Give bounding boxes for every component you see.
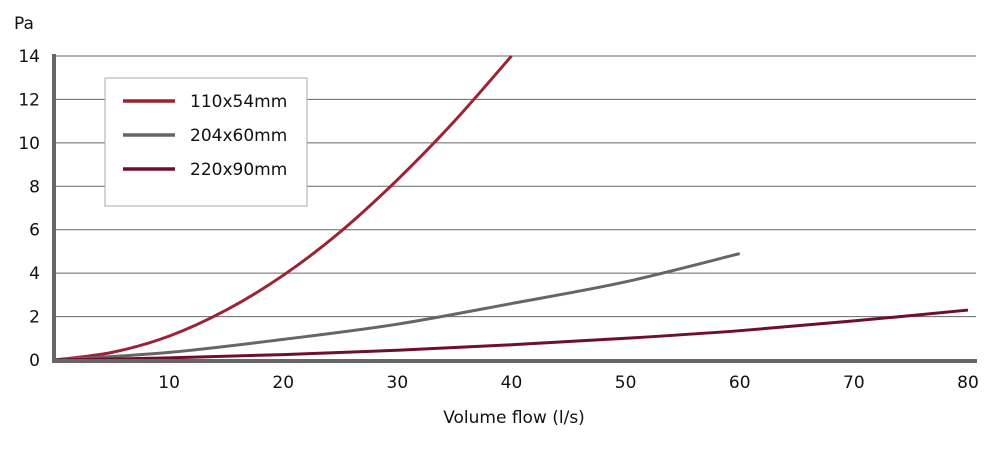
legend: 110x54mm 204x60mm 220x90mm bbox=[104, 77, 308, 207]
x-axis-label: Volume flow (l/s) bbox=[443, 408, 585, 428]
legend-label: 220x90mm bbox=[190, 160, 287, 180]
legend-label: 110x54mm bbox=[190, 92, 287, 112]
x-tick: 60 bbox=[729, 373, 751, 393]
y-tick: 2 bbox=[29, 308, 40, 328]
series-line-110x54mm bbox=[54, 55, 513, 362]
data-series bbox=[54, 55, 969, 362]
x-tick: 40 bbox=[501, 373, 523, 393]
x-tick: 80 bbox=[957, 373, 979, 393]
y-tick: 6 bbox=[29, 221, 40, 241]
x-tick: 10 bbox=[158, 373, 180, 393]
y-axis-label: Pa bbox=[14, 14, 34, 34]
x-tick: 50 bbox=[615, 373, 637, 393]
x-tick-labels: 10 20 30 40 50 60 70 80 bbox=[158, 373, 979, 393]
x-tick: 30 bbox=[387, 373, 409, 393]
legend-label: 204x60mm bbox=[190, 126, 287, 146]
y-tick: 8 bbox=[29, 177, 40, 197]
y-tick: 14 bbox=[18, 47, 40, 67]
x-tick: 70 bbox=[843, 373, 865, 393]
y-tick: 4 bbox=[29, 264, 40, 284]
y-tick: 10 bbox=[18, 134, 40, 154]
series-line-204x60mm bbox=[54, 252, 741, 362]
x-tick: 20 bbox=[272, 373, 294, 393]
series-line-220x90mm bbox=[54, 308, 969, 362]
y-tick: 12 bbox=[18, 90, 40, 110]
y-tick-labels: 0 2 4 6 8 10 12 14 bbox=[18, 47, 40, 371]
y-tick: 0 bbox=[29, 351, 40, 371]
